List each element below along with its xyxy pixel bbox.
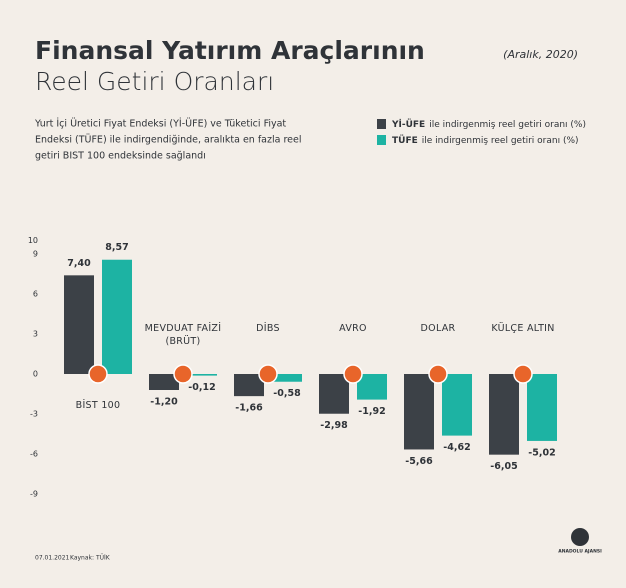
legend-text: ile indirgenmiş reel getiri oranı (%)	[429, 120, 586, 130]
value-label: -1,20	[150, 397, 178, 408]
category-icon	[428, 364, 448, 384]
value-label: 8,57	[105, 242, 128, 253]
category-icon	[513, 364, 533, 384]
category-label: BİST 100	[75, 400, 121, 411]
category-icon	[173, 364, 193, 384]
value-label: -1,92	[358, 406, 385, 417]
value-label: 7,40	[67, 258, 91, 269]
y-tick-label: -9	[30, 490, 38, 499]
bar	[489, 374, 519, 455]
value-label: -0,12	[188, 382, 215, 393]
value-label: -4,62	[443, 442, 470, 453]
value-label: -5,66	[405, 456, 433, 467]
category-label: DİBS	[256, 323, 280, 334]
bar	[149, 374, 179, 390]
category-icon	[343, 364, 363, 384]
legend-name: Yİ-ÜFE	[391, 119, 425, 130]
y-tick-label: 9	[33, 250, 38, 259]
bar	[234, 374, 264, 397]
bar	[187, 374, 217, 376]
value-label: -1,66	[235, 403, 263, 414]
category-icon	[88, 364, 108, 384]
subtitle: Endeksi (TÜFE) ile indirgendiğinde, aral…	[35, 135, 302, 146]
category-label: AVRO	[339, 323, 367, 334]
logo-mark	[571, 528, 589, 546]
value-label: -2,98	[320, 420, 348, 431]
category-label: DOLAR	[420, 323, 456, 334]
legend-entry: TÜFE ile indirgenmiş reel getiri oranı (%…	[392, 135, 579, 146]
value-label: -0,58	[273, 388, 301, 399]
chart-title: Finansal Yatırım Araçlarının	[35, 36, 425, 65]
y-tick-label: -6	[30, 450, 38, 459]
category-icon	[258, 364, 278, 384]
legend-swatch	[377, 119, 386, 129]
bar	[357, 374, 387, 400]
chart-title-line2: Reel Getiri Oranları	[35, 67, 274, 96]
subtitle: getiri BIST 100 endeksinde sağlandı	[35, 151, 206, 162]
footer-date: 07.01.2021	[35, 555, 70, 562]
y-tick-label: 10	[28, 236, 38, 245]
legend-text: ile indirgenmiş reel getiri oranı (%)	[422, 136, 579, 146]
bar	[527, 374, 557, 441]
bar	[102, 259, 132, 374]
legend-name: TÜFE	[392, 135, 418, 146]
value-label: -6,05	[490, 461, 517, 472]
y-tick-label: 3	[33, 330, 38, 339]
legend-swatch	[377, 135, 386, 145]
source: Kaynak: TÜİK	[70, 555, 111, 562]
bar	[319, 374, 349, 414]
bar	[404, 374, 434, 450]
logo: ANADOLU AJANSI	[558, 549, 602, 555]
y-tick-label: 6	[33, 290, 38, 299]
value-label: -5,02	[528, 447, 555, 458]
category-label: KÜLÇE ALTIN	[491, 323, 555, 334]
category-label: MEVDUAT FAİZİ (BRÜT)	[144, 323, 222, 347]
y-tick-label: -3	[30, 410, 38, 419]
date: (Aralık, 2020)	[503, 48, 578, 61]
y-tick-label: 0	[33, 370, 38, 379]
bar	[442, 374, 472, 436]
bar	[64, 275, 94, 374]
legend-entry: Yİ-ÜFE ile indirgenmiş reel getiri oranı …	[391, 119, 586, 130]
subtitle: Yurt İçi Üretici Fiyat Endeksi (Yİ-ÜFE) …	[34, 119, 286, 130]
bar	[272, 374, 302, 382]
